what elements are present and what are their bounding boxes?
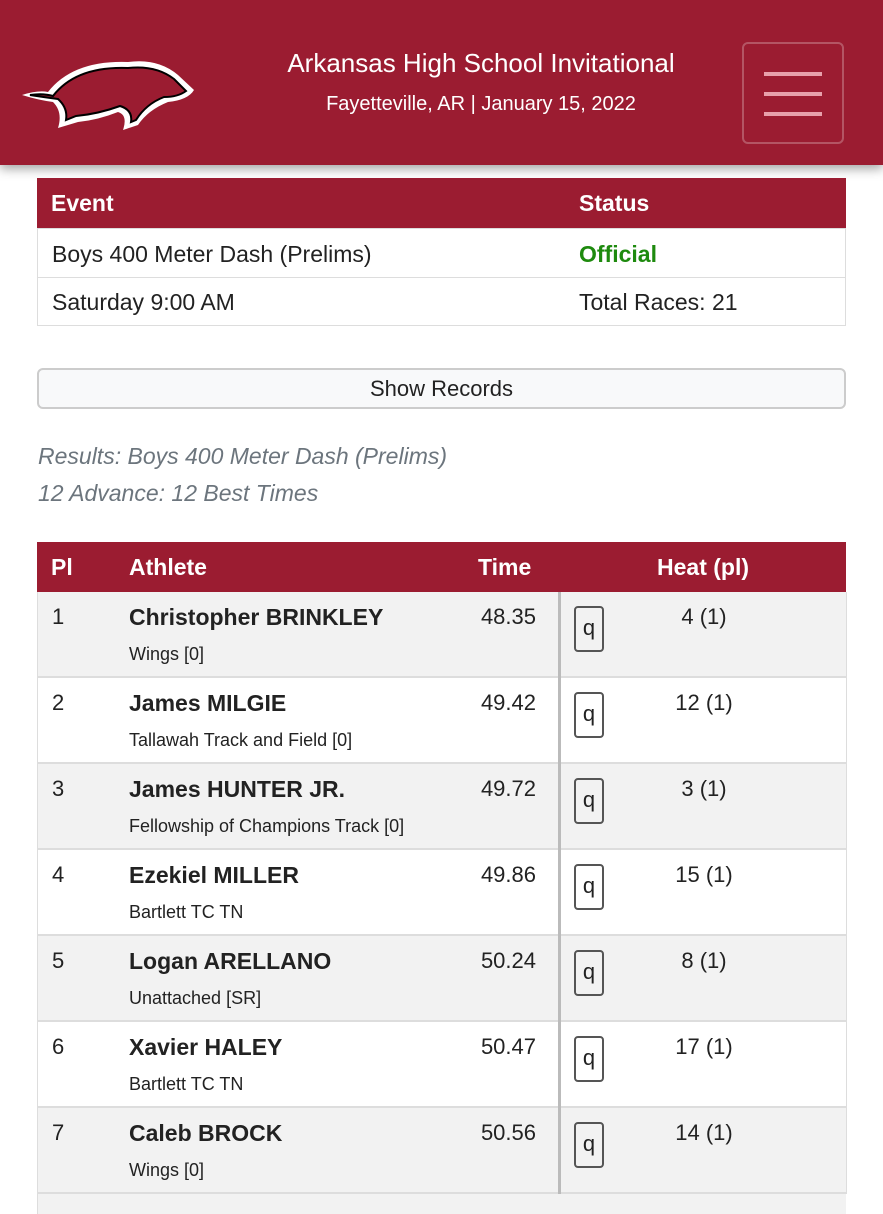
heat: 12 (1) — [675, 690, 733, 715]
team: Tallawah Track and Field [0] — [129, 730, 353, 750]
athlete-name: Logan ARELLANO — [129, 948, 332, 974]
result-row: 4 Ezekiel MILLER Bartlett TC TN 49.86 q 15 (1… — [37, 850, 847, 936]
event-row: Saturday 9:00 AM Total Races: 21 — [37, 277, 846, 326]
title: Arkansas High School Invitational — [287, 48, 675, 78]
time: 50.24 — [480, 948, 536, 973]
team: Wings [0] — [129, 1160, 205, 1180]
status: Official — [579, 241, 657, 267]
header-cell: Pl — [51, 554, 73, 580]
time: 50.47 — [480, 1034, 536, 1059]
menu-bar — [764, 72, 822, 76]
qualifier-badge: q — [574, 1122, 604, 1168]
result-row: 6 Xavier HALEY Bartlett TC TN 50.47 q 17 (1) — [37, 1022, 847, 1108]
show-records-button[interactable]: Show Records — [37, 368, 846, 409]
place: 3 — [52, 776, 65, 801]
header-cell: Heat (pl) — [657, 554, 749, 580]
header-cell: Status — [579, 190, 650, 216]
results-header: Pl Athlete Time Heat (pl) — [37, 542, 846, 592]
menu-button[interactable] — [742, 42, 844, 144]
place: 6 — [52, 1034, 65, 1059]
menu-bar — [764, 92, 822, 96]
event-row: Boys 400 Meter Dash (Prelims) Official — [37, 228, 846, 278]
result-row: 5 Logan ARELLANO Unattached [SR] 50.24 q 8 (1… — [37, 936, 847, 1022]
heat: 8 (1) — [681, 948, 727, 973]
heat: 15 (1) — [675, 862, 733, 887]
menu-bar — [764, 112, 822, 116]
team: Unattached [SR] — [129, 988, 262, 1008]
athlete-name: Xavier HALEY — [129, 1034, 283, 1060]
divider — [558, 678, 561, 764]
qualifier-badge: q — [574, 606, 604, 652]
event-time: Saturday 9:00 AM — [52, 289, 235, 315]
heat: 3 (1) — [681, 776, 727, 801]
header-cell: Event — [51, 190, 114, 216]
team: Fellowship of Champions Track [0] — [129, 816, 405, 836]
time: 48.35 — [480, 604, 536, 629]
result-row: 7 Caleb BROCK Wings [0] 50.56 q 14 (1) — [37, 1108, 847, 1194]
divider — [558, 592, 561, 678]
qualifier-badge: q — [574, 864, 604, 910]
qualifier-badge: q — [574, 692, 604, 738]
header-cell: Athlete — [129, 554, 207, 580]
place: 4 — [52, 862, 65, 887]
total-races: Total Races: 21 — [579, 289, 738, 315]
header-cell: Time — [478, 554, 532, 580]
athlete-name: Ezekiel MILLER — [129, 862, 299, 888]
heat: 4 (1) — [681, 604, 727, 629]
advance-text: 12 Advance: 12 Best Times — [38, 480, 319, 506]
result-row — [37, 1194, 846, 1214]
subtitle: Fayetteville, AR | January 15, 2022 — [326, 93, 636, 115]
header: Arkansas High School Invitational Fayett… — [0, 0, 883, 165]
qualifier-badge: q — [574, 950, 604, 996]
result-row: 1 Christopher BRINKLEY Wings [0] 48.35 q 4 (1… — [37, 592, 847, 678]
logo[interactable] — [18, 50, 198, 135]
team: Wings [0] — [129, 644, 205, 664]
result-row: 3 James HUNTER JR. Fellowship of Champions… — [37, 764, 847, 850]
place: 1 — [52, 604, 65, 629]
divider — [558, 1022, 561, 1108]
place: 5 — [52, 948, 65, 973]
qualifier-badge: q — [574, 1036, 604, 1082]
place: 2 — [52, 690, 65, 715]
results-title: Results: Boys 400 Meter Dash (Prelims) — [38, 443, 448, 469]
time: 50.56 — [480, 1120, 536, 1145]
result-row: 2 James MILGIE Tallawah Track and Field [0… — [37, 678, 847, 764]
heat: 17 (1) — [675, 1034, 733, 1059]
athlete-name: James MILGIE — [129, 690, 287, 716]
place: 7 — [52, 1120, 65, 1145]
athlete-name: Christopher BRINKLEY — [129, 604, 384, 630]
team: Bartlett TC TN — [129, 1074, 244, 1094]
qualifier-badge: q — [574, 778, 604, 824]
time: 49.86 — [480, 862, 536, 887]
divider — [558, 1108, 561, 1194]
divider — [558, 850, 561, 936]
athlete-name: James HUNTER JR. — [129, 776, 346, 802]
team: Bartlett TC TN — [129, 902, 244, 922]
time: 49.72 — [480, 776, 536, 801]
athlete-name: Caleb BROCK — [129, 1120, 283, 1146]
divider — [558, 764, 561, 850]
time: 49.42 — [480, 690, 536, 715]
event-name: Boys 400 Meter Dash (Prelims) — [52, 241, 372, 267]
heat: 14 (1) — [675, 1120, 733, 1145]
divider — [558, 936, 561, 1022]
event-header: Event Status — [37, 178, 846, 228]
